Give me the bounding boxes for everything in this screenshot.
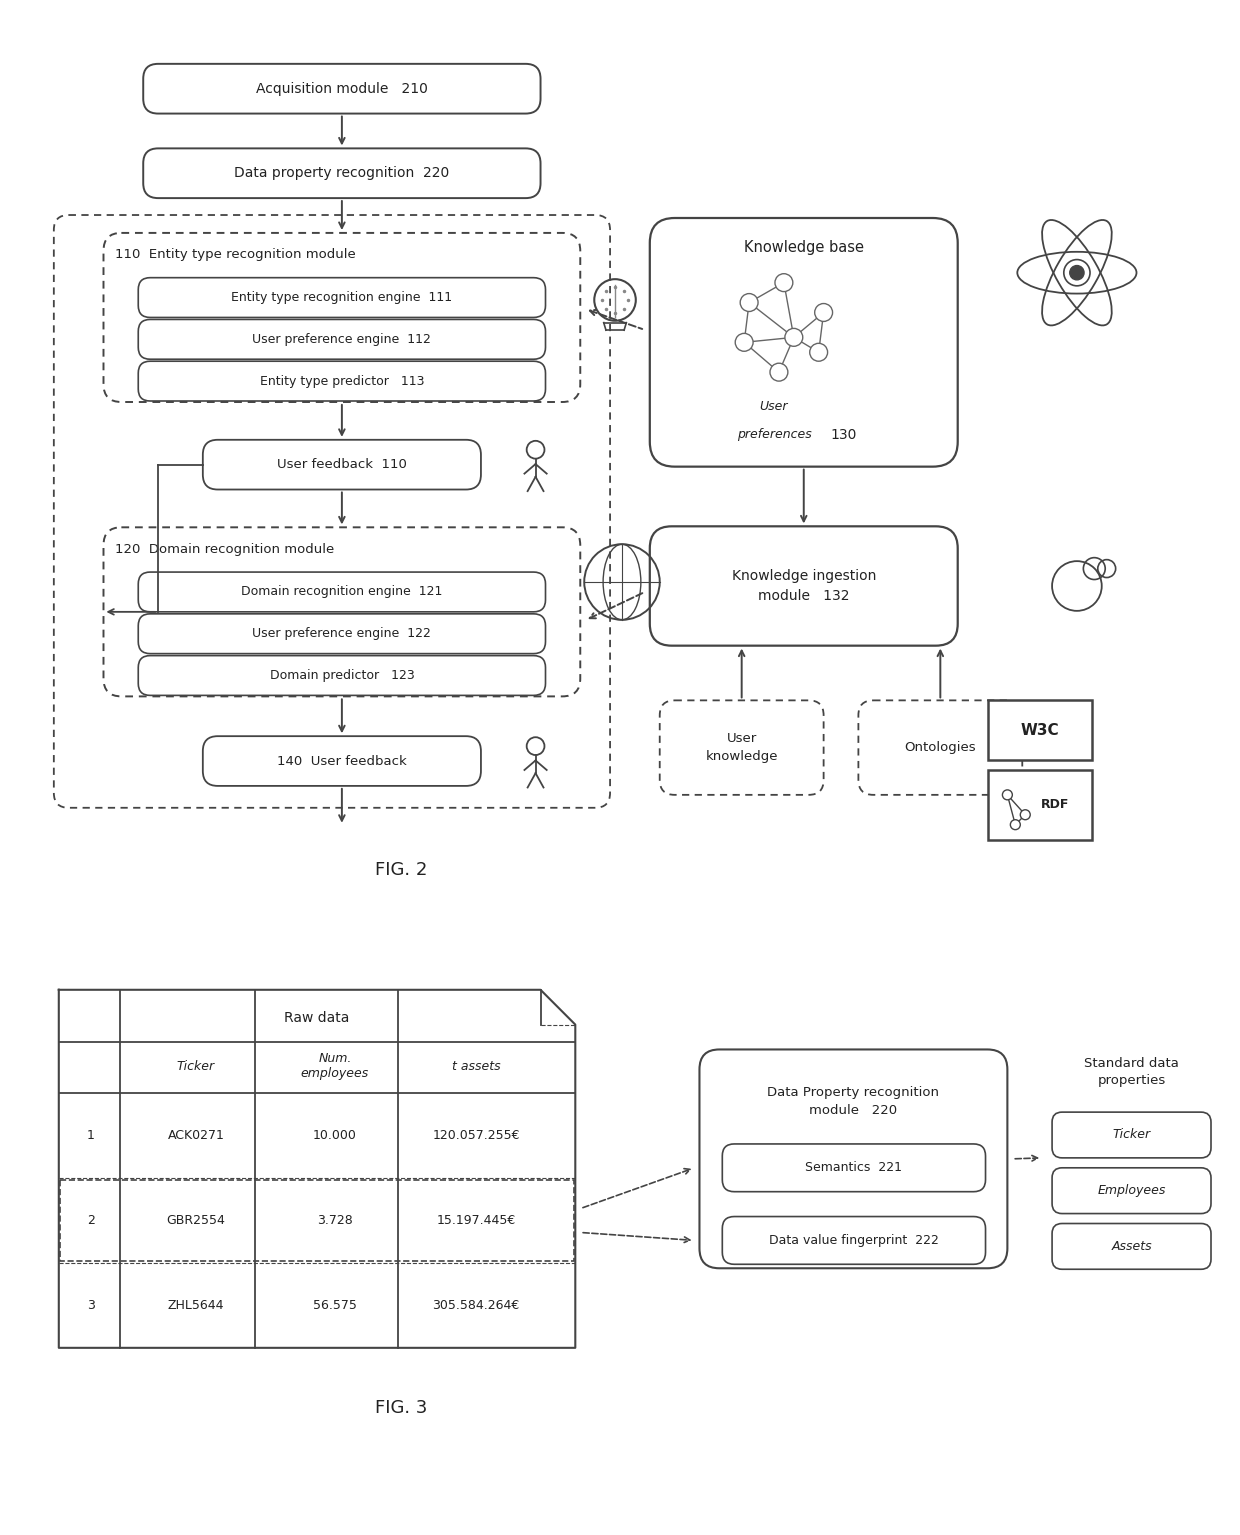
Text: Entity type recognition engine  111: Entity type recognition engine 111 [232, 292, 453, 304]
Text: Knowledge base: Knowledge base [744, 241, 864, 255]
FancyBboxPatch shape [103, 233, 580, 402]
FancyBboxPatch shape [138, 573, 546, 612]
Text: 120.057.255€: 120.057.255€ [433, 1130, 520, 1142]
Circle shape [1011, 820, 1021, 829]
Text: W3C: W3C [1021, 723, 1059, 738]
Text: ACK0271: ACK0271 [167, 1130, 224, 1142]
FancyBboxPatch shape [103, 528, 580, 697]
FancyBboxPatch shape [723, 1217, 986, 1265]
Text: 15.197.445€: 15.197.445€ [436, 1214, 516, 1226]
FancyBboxPatch shape [858, 700, 1022, 795]
Text: Employees: Employees [1097, 1183, 1166, 1197]
Text: Ticker: Ticker [177, 1059, 215, 1073]
Text: Ticker: Ticker [1112, 1128, 1151, 1142]
Text: User: User [760, 401, 789, 413]
Text: 56.575: 56.575 [312, 1299, 357, 1312]
Circle shape [1002, 791, 1012, 800]
FancyBboxPatch shape [650, 527, 957, 646]
FancyBboxPatch shape [203, 737, 481, 786]
Text: 110  Entity type recognition module: 110 Entity type recognition module [115, 249, 356, 261]
FancyBboxPatch shape [1052, 1223, 1211, 1269]
Bar [987, 771, 1091, 840]
Text: User feedback  110: User feedback 110 [277, 457, 407, 471]
Text: Raw data: Raw data [284, 1010, 350, 1025]
Text: FIG. 3: FIG. 3 [376, 1398, 428, 1417]
Circle shape [810, 344, 827, 361]
Text: 3.728: 3.728 [317, 1214, 353, 1226]
Text: 2: 2 [87, 1214, 94, 1226]
Text: Assets: Assets [1111, 1240, 1152, 1253]
FancyBboxPatch shape [660, 700, 823, 795]
FancyBboxPatch shape [138, 278, 546, 318]
Text: Data Property recognition
module   220: Data Property recognition module 220 [768, 1085, 940, 1116]
Text: Data property recognition  220: Data property recognition 220 [234, 166, 450, 180]
FancyBboxPatch shape [650, 218, 957, 467]
Circle shape [1070, 266, 1084, 279]
Text: 140  User feedback: 140 User feedback [277, 755, 407, 768]
Text: User
knowledge: User knowledge [706, 732, 777, 763]
Text: t assets: t assets [451, 1059, 500, 1073]
Text: Entity type predictor   113: Entity type predictor 113 [259, 375, 424, 388]
Text: 120  Domain recognition module: 120 Domain recognition module [115, 543, 335, 556]
Circle shape [775, 273, 792, 292]
Text: Acquisition module   210: Acquisition module 210 [255, 81, 428, 95]
Circle shape [740, 293, 758, 312]
FancyBboxPatch shape [138, 614, 546, 654]
FancyBboxPatch shape [138, 655, 546, 695]
Bar [60, 1180, 574, 1260]
Circle shape [770, 364, 787, 381]
Text: FIG. 2: FIG. 2 [376, 861, 428, 880]
Text: Ontologies: Ontologies [904, 741, 976, 754]
FancyBboxPatch shape [723, 1144, 986, 1191]
Text: 1: 1 [87, 1130, 94, 1142]
Text: Data value fingerprint  222: Data value fingerprint 222 [769, 1234, 939, 1246]
Text: ZHL5644: ZHL5644 [167, 1299, 224, 1312]
Text: preferences: preferences [737, 428, 811, 442]
Text: Domain predictor   123: Domain predictor 123 [269, 669, 414, 682]
FancyBboxPatch shape [699, 1050, 1007, 1268]
Circle shape [735, 333, 753, 352]
FancyBboxPatch shape [144, 149, 541, 198]
Text: Standard data
properties: Standard data properties [1084, 1058, 1179, 1087]
Text: User preference engine  112: User preference engine 112 [253, 333, 432, 345]
Text: 3: 3 [87, 1299, 94, 1312]
Text: 10.000: 10.000 [312, 1130, 357, 1142]
FancyBboxPatch shape [1052, 1113, 1211, 1157]
Bar [987, 700, 1091, 760]
Text: Semantics  221: Semantics 221 [806, 1162, 903, 1174]
FancyBboxPatch shape [144, 64, 541, 114]
Text: Knowledge ingestion
module   132: Knowledge ingestion module 132 [732, 568, 875, 603]
Text: User preference engine  122: User preference engine 122 [253, 628, 432, 640]
Text: 305.584.264€: 305.584.264€ [433, 1299, 520, 1312]
FancyBboxPatch shape [138, 319, 546, 359]
Text: Domain recognition engine  121: Domain recognition engine 121 [242, 585, 443, 599]
FancyBboxPatch shape [138, 361, 546, 401]
FancyBboxPatch shape [203, 441, 481, 490]
Text: RDF: RDF [1042, 798, 1069, 812]
Circle shape [785, 328, 802, 347]
Circle shape [815, 304, 832, 321]
Text: Num.
employees: Num. employees [301, 1053, 370, 1081]
Circle shape [1021, 810, 1030, 820]
FancyBboxPatch shape [1052, 1168, 1211, 1214]
Text: 130: 130 [831, 428, 857, 442]
Text: GBR2554: GBR2554 [166, 1214, 226, 1226]
